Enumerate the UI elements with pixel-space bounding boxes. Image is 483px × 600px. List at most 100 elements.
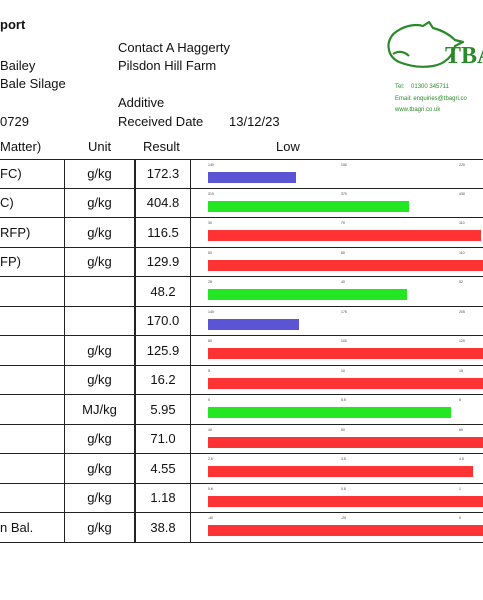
result-bar: [208, 377, 483, 389]
result-cell: 1.18: [134, 483, 190, 512]
parameter-name: [0, 336, 64, 365]
result-cell: 48.2: [134, 277, 190, 306]
unit-cell: [64, 306, 134, 335]
range-chart: 0.6 0.8 1: [190, 483, 483, 512]
result-bar: [208, 230, 481, 241]
parameter-name: FC): [0, 166, 22, 182]
result-cell: 38.8: [134, 513, 190, 542]
unit-cell: g/kg: [64, 336, 134, 365]
sample-number: 0729: [0, 114, 29, 129]
range-chart: 60 100 120: [190, 336, 483, 365]
result-bar: [208, 200, 409, 212]
tick-label: 40: [341, 280, 345, 284]
table-row: g/kg 4.55 2.5 3.5 4.5: [0, 454, 483, 484]
result-bar: [208, 466, 473, 477]
tick-label: 60: [459, 427, 463, 432]
farm-name: Pilsdon Hill Farm: [118, 58, 217, 73]
received-date-label: Received Date: [118, 114, 204, 129]
unit-cell: MJ/kg: [64, 395, 134, 424]
additive-label: Additive: [118, 95, 165, 110]
contact-name: Contact A Haggerty: [118, 40, 231, 55]
header-unit: Unit: [88, 139, 112, 154]
range-chart: 2.5 3.5 4.5: [190, 454, 483, 483]
received-date: 13/12/23: [229, 114, 280, 129]
result-bar: [208, 348, 483, 359]
logo-text: TBA: [445, 43, 483, 69]
phone-number: 01300 345711: [411, 84, 449, 90]
parameter-name: [0, 454, 64, 483]
parameter-name: [0, 484, 64, 513]
unit-cell: g/kg: [64, 247, 134, 276]
tick-label: 220: [459, 163, 465, 167]
table-row: g/kg 125.9 60 100 120: [0, 336, 483, 366]
result-bar: [208, 495, 483, 507]
tick-label: 5: [208, 368, 210, 373]
tick-label: 60: [208, 339, 212, 343]
parameter-name: [0, 425, 64, 454]
parameter-name: [0, 277, 64, 306]
results-table: FC) g/kg 172.3 140 190 220 C) g/kg 404.8 310 370 43…: [0, 159, 483, 543]
result-bar: [208, 436, 483, 448]
result-cell: 5.95: [134, 395, 190, 424]
table-row: 170.0 140 175 205: [0, 306, 483, 336]
phone-line: Tel: 01300 345711: [395, 84, 449, 90]
tick-label: 0.6: [208, 486, 213, 491]
result-cell: 4.55: [134, 454, 190, 483]
unit-cell: g/kg: [64, 513, 134, 542]
result-cell: 116.5: [134, 218, 190, 247]
parameter-name: [0, 307, 64, 336]
result-cell: 404.8: [134, 188, 190, 217]
parameter-name: FP): [0, 254, 21, 270]
tick-label: 110: [459, 250, 465, 255]
table-row: g/kg 1.18 0.6 0.8 1: [0, 483, 483, 513]
tick-label: 40: [208, 427, 212, 432]
parameter-name: n Bal.: [0, 519, 34, 535]
table-row: 48.2 28 40 52: [0, 277, 483, 307]
range-chart: 30 70 110: [190, 218, 483, 247]
report-title: port: [0, 17, 26, 32]
range-chart: 140 175 205: [190, 306, 483, 335]
table-row: g/kg 16.2 5 10 15: [0, 365, 483, 395]
range-chart: 50 80 110: [190, 247, 483, 276]
range-chart: 310 370 430: [190, 188, 483, 217]
table-row: n Bal. g/kg 38.8 -40 -20 0: [0, 513, 483, 543]
table-row: RFP) g/kg 116.5 30 70 110: [0, 218, 483, 248]
tick-label: 3.5: [341, 457, 346, 461]
header-result: Result: [143, 139, 180, 154]
header-low: Low: [276, 139, 300, 154]
result-cell: 170.0: [134, 306, 190, 335]
result-cell: 129.9: [134, 247, 190, 276]
client-name: Bailey: [0, 58, 36, 73]
tick-label: 28: [208, 280, 212, 284]
unit-cell: g/kg: [64, 365, 134, 394]
tick-label: 5: [208, 398, 210, 402]
tick-label: 6: [459, 398, 461, 402]
tick-label: 175: [341, 309, 347, 314]
parameter-name: RFP): [0, 224, 31, 240]
tick-label: 0: [459, 516, 461, 520]
result-cell: 172.3: [134, 160, 190, 188]
parameter-name: C): [0, 195, 14, 211]
unit-cell: g/kg: [64, 424, 134, 453]
sample-type: Bale Silage: [0, 76, 66, 91]
result-cell: 71.0: [134, 424, 190, 453]
result-bar: [208, 318, 299, 330]
tick-label: 140: [208, 163, 214, 167]
tick-label: 0.8: [341, 486, 346, 491]
tick-label: -40: [208, 516, 214, 520]
parameter-name: [0, 395, 64, 424]
unit-cell: g/kg: [64, 218, 134, 247]
range-chart: -40 -20 0: [190, 513, 483, 542]
range-chart: 40 50 60: [190, 424, 483, 453]
unit-cell: g/kg: [64, 160, 134, 188]
result-bar: [208, 172, 296, 183]
unit-cell: g/kg: [64, 454, 134, 483]
company-logo: TBA: [387, 20, 483, 69]
table-row: FC) g/kg 172.3 140 190 220: [0, 159, 483, 189]
cow-head-icon: [387, 20, 465, 68]
tick-label: 120: [459, 339, 465, 343]
result-bar: [208, 289, 407, 300]
header-parameter: Matter): [0, 139, 42, 154]
tick-label: 70: [341, 221, 345, 225]
tick-label: 140: [208, 309, 214, 314]
